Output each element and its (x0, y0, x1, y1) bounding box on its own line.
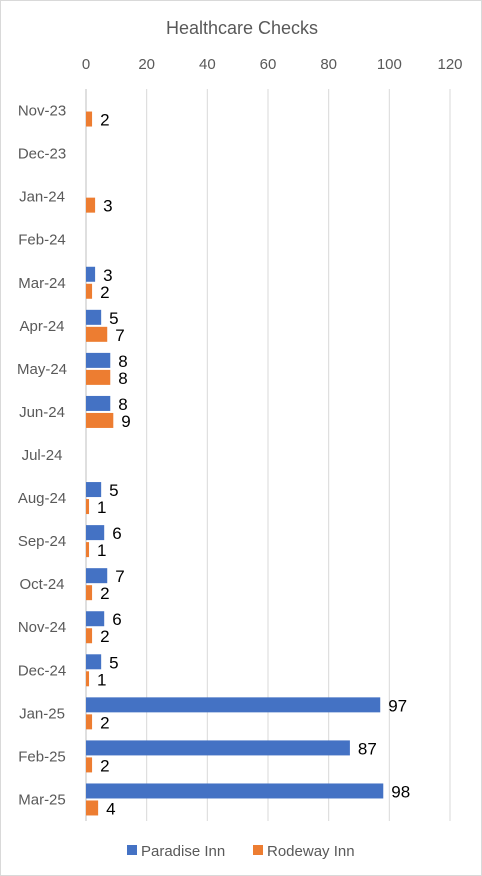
data-label: 6 (112, 610, 121, 629)
bars (86, 111, 384, 816)
category-label: Mar-25 (18, 791, 66, 808)
category-label: Apr-24 (19, 318, 64, 335)
bar-rodeway-inn (86, 714, 93, 730)
bar-paradise-inn (86, 568, 108, 584)
bar-rodeway-inn (86, 542, 90, 558)
data-label: 7 (115, 567, 124, 586)
data-label: 97 (388, 696, 407, 715)
data-label: 1 (97, 670, 106, 689)
bar-paradise-inn (86, 309, 102, 325)
bar-paradise-inn (86, 783, 384, 799)
data-label: 2 (100, 713, 109, 732)
data-label: 7 (115, 326, 124, 345)
bar-rodeway-inn (86, 800, 99, 816)
data-label: 9 (121, 412, 130, 431)
legend-swatch (127, 845, 137, 855)
category-labels: Nov-23 Dec-23 Jan-24 Feb-24 Mar-24 Apr-24 May-… (17, 103, 67, 809)
data-label: 5 (109, 481, 118, 500)
legend-label: Rodeway Inn (267, 843, 355, 860)
data-label: 2 (100, 111, 109, 130)
bar-rodeway-inn (86, 369, 111, 385)
category-label: Oct-24 (19, 576, 64, 593)
data-label: 6 (112, 524, 121, 543)
x-tick-label: 60 (260, 56, 277, 73)
data-label: 1 (97, 541, 106, 560)
data-label: 87 (358, 739, 377, 758)
data-label: 2 (100, 283, 109, 302)
bar-rodeway-inn (86, 628, 93, 644)
bar-paradise-inn (86, 395, 111, 411)
data-label: 8 (118, 369, 127, 388)
bar-paradise-inn (86, 654, 102, 670)
category-label: Jan-24 (19, 189, 65, 206)
bar-rodeway-inn (86, 499, 90, 515)
bar-rodeway-inn (86, 283, 93, 299)
x-axis-ticks: 0 20 40 60 80 100 120 (82, 56, 463, 73)
category-label: Feb-25 (18, 748, 66, 765)
category-label: Sep-24 (18, 533, 66, 550)
legend-swatch (253, 845, 263, 855)
bar-rodeway-inn (86, 757, 93, 773)
data-label: 2 (100, 584, 109, 603)
bar-paradise-inn (86, 740, 350, 756)
data-label: 8 (118, 352, 127, 371)
bar-rodeway-inn (86, 197, 96, 213)
data-label: 4 (106, 799, 115, 818)
data-label: 2 (100, 627, 109, 646)
category-label: Jul-24 (22, 447, 63, 464)
category-label: Dec-24 (18, 662, 66, 679)
bar-paradise-inn (86, 525, 105, 541)
category-label: Mar-24 (18, 275, 66, 292)
x-tick-label: 0 (82, 56, 90, 73)
x-tick-label: 40 (199, 56, 216, 73)
chart-title: Healthcare Checks (166, 18, 318, 38)
x-tick-label: 100 (377, 56, 402, 73)
data-label: 5 (109, 653, 118, 672)
category-label: Dec-23 (18, 146, 66, 163)
data-label: 98 (391, 782, 410, 801)
x-tick-label: 80 (320, 56, 337, 73)
data-label: 3 (103, 197, 112, 216)
bar-rodeway-inn (86, 111, 93, 127)
category-label: Nov-24 (18, 619, 66, 636)
category-label: May-24 (17, 361, 67, 378)
legend: Paradise Inn Rodeway Inn (127, 843, 355, 860)
category-label: Jan-25 (19, 705, 65, 722)
bar-paradise-inn (86, 482, 102, 498)
data-label: 5 (109, 309, 118, 328)
legend-label: Paradise Inn (141, 843, 225, 860)
bar-rodeway-inn (86, 671, 90, 687)
data-label: 3 (103, 266, 112, 285)
bar-paradise-inn (86, 266, 96, 282)
bar-paradise-inn (86, 697, 381, 713)
bar-paradise-inn (86, 352, 111, 368)
bar-rodeway-inn (86, 326, 108, 342)
bar-rodeway-inn (86, 412, 114, 428)
bar-rodeway-inn (86, 585, 93, 601)
data-label: 8 (118, 395, 127, 414)
category-label: Nov-23 (18, 103, 66, 120)
gridlines (85, 89, 451, 821)
bar-paradise-inn (86, 611, 105, 627)
data-label: 1 (97, 498, 106, 517)
x-tick-label: 20 (138, 56, 155, 73)
category-label: Aug-24 (18, 490, 66, 507)
data-label: 2 (100, 756, 109, 775)
category-label: Feb-24 (18, 232, 66, 249)
x-tick-label: 120 (437, 56, 462, 73)
category-label: Jun-24 (19, 404, 65, 421)
